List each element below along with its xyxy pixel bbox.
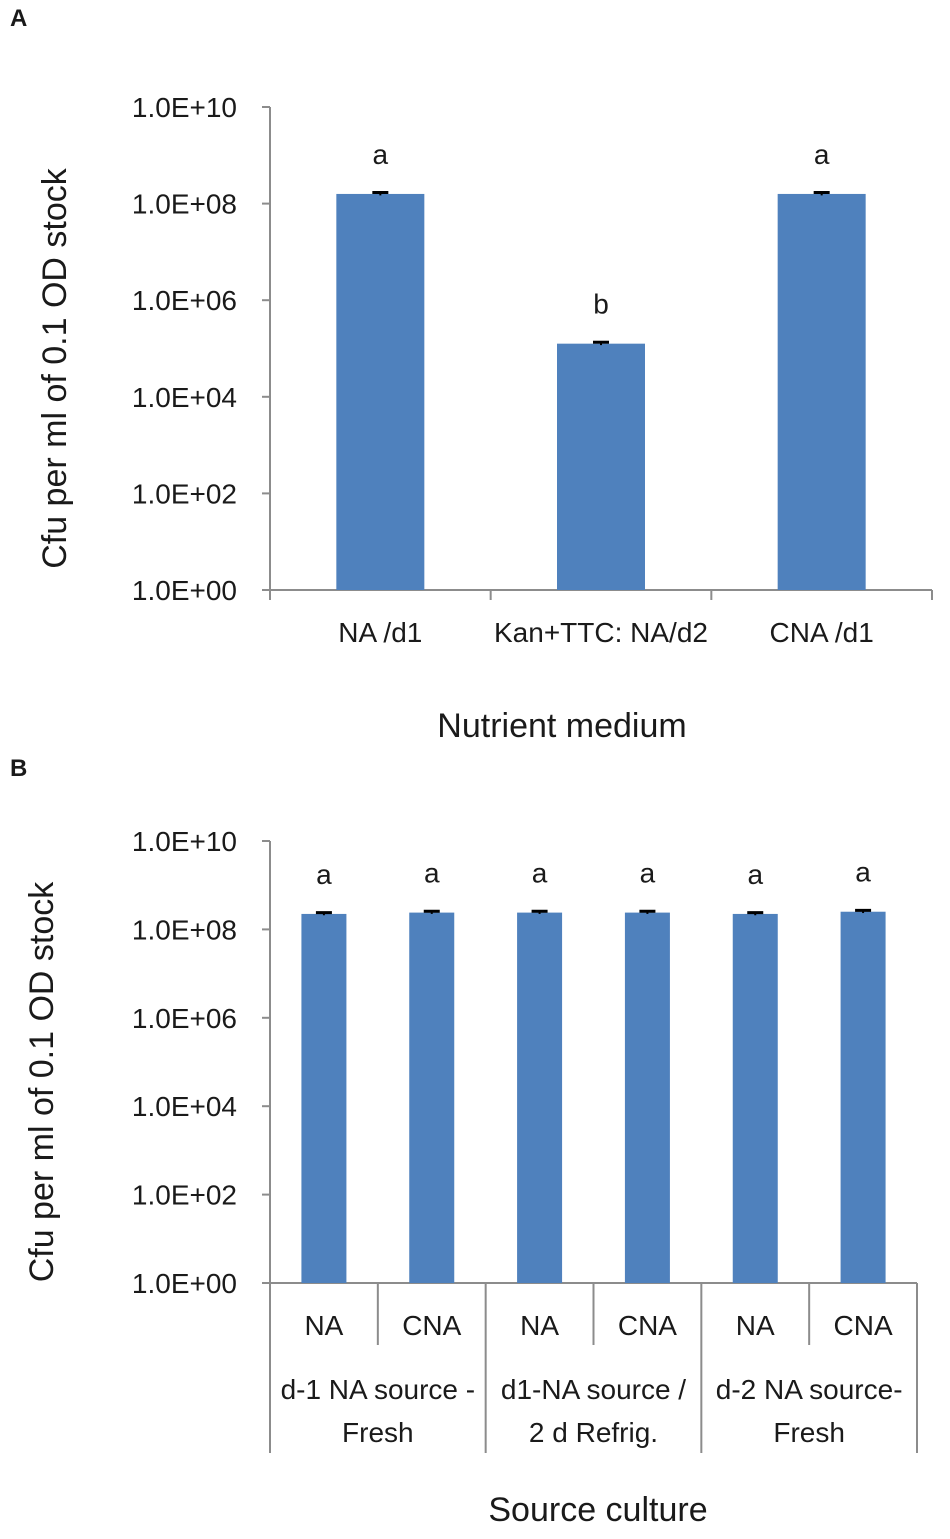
bar	[336, 193, 425, 590]
bar	[732, 913, 778, 1283]
x-group-label: d1-NA source /	[501, 1374, 686, 1405]
y-tick-label: 1.0E+10	[132, 826, 237, 857]
x-category-label: Kan+TTC: NA/d2	[494, 617, 708, 648]
bar	[557, 343, 645, 590]
x-axis-title: Source culture	[488, 1491, 707, 1529]
significance-letter: a	[814, 139, 830, 170]
x-category-label: NA	[304, 1310, 343, 1341]
x-category-label: CNA	[834, 1310, 893, 1341]
significance-letter: a	[640, 858, 656, 889]
bar	[517, 912, 563, 1283]
y-tick-label: 1.0E+00	[132, 1268, 237, 1299]
x-group-label: 2 d Refrig.	[529, 1417, 658, 1448]
bar	[624, 912, 670, 1283]
y-axis-title: Cfu per ml of 0.1 OD stock	[23, 881, 61, 1283]
significance-letter: a	[373, 139, 389, 170]
x-category-label: CNA	[402, 1310, 461, 1341]
x-group-label: d-1 NA source -	[281, 1374, 476, 1405]
panel-a-chart: 1.0E+00 1.0E+02 1.0E+04 1.0E+06 1.0E+08 1.0E+…	[36, 92, 933, 745]
significance-letter: a	[747, 859, 763, 890]
x-category-label: NA	[736, 1310, 775, 1341]
significance-letter: b	[593, 289, 609, 320]
bar	[777, 193, 866, 590]
significance-letter: a	[316, 859, 332, 890]
y-tick-label: 1.0E+02	[132, 1180, 237, 1211]
y-tick-label: 1.0E+04	[132, 1091, 237, 1122]
significance-letter: a	[532, 858, 548, 889]
x-group-label: d-2 NA source-	[716, 1374, 903, 1405]
x-category-label: NA	[520, 1310, 559, 1341]
panel-a-letter: A	[10, 5, 27, 32]
bar	[409, 912, 455, 1283]
y-tick-label: 1.0E+00	[132, 575, 237, 606]
panel-b-letter: B	[10, 755, 27, 782]
significance-letter: a	[424, 858, 440, 889]
x-axis-title: Nutrient medium	[437, 707, 686, 745]
bar	[840, 911, 886, 1283]
y-axis-title: Cfu per ml of 0.1 OD stock	[36, 167, 74, 569]
y-tick-label: 1.0E+04	[132, 382, 237, 413]
y-tick-label: 1.0E+06	[132, 285, 237, 316]
y-tick-label: 1.0E+08	[132, 189, 237, 220]
significance-letter: a	[855, 857, 871, 888]
x-category-label: NA /d1	[338, 617, 422, 648]
y-tick-label: 1.0E+02	[132, 478, 237, 509]
x-group-label: Fresh	[773, 1417, 845, 1448]
panel-b-chart: 1.0E+00 1.0E+02 1.0E+04 1.0E+06 1.0E+08 1.0E+…	[23, 826, 918, 1529]
bar	[301, 913, 347, 1283]
y-tick-label: 1.0E+08	[132, 914, 237, 945]
x-category-label: CNA	[618, 1310, 677, 1341]
y-tick-label: 1.0E+06	[132, 1003, 237, 1034]
x-category-label: CNA /d1	[770, 617, 874, 648]
y-tick-label: 1.0E+10	[132, 92, 237, 123]
x-group-label: Fresh	[342, 1417, 414, 1448]
